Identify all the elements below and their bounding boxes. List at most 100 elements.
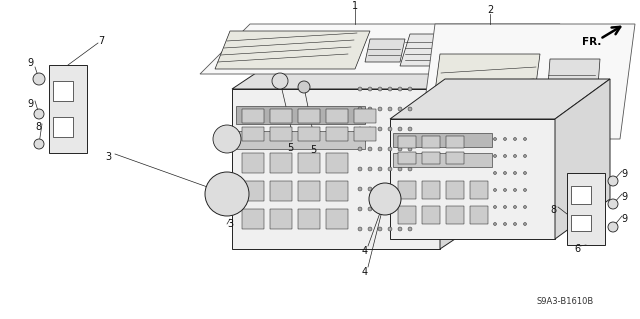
Circle shape xyxy=(368,107,372,111)
Text: 3: 3 xyxy=(105,152,111,162)
Circle shape xyxy=(524,222,527,226)
Bar xyxy=(242,181,264,201)
Bar xyxy=(53,81,73,101)
Circle shape xyxy=(504,222,506,226)
Circle shape xyxy=(608,176,618,186)
Polygon shape xyxy=(232,39,515,89)
Circle shape xyxy=(524,137,527,140)
Circle shape xyxy=(513,154,516,158)
Bar xyxy=(242,153,264,173)
Circle shape xyxy=(388,167,392,171)
Circle shape xyxy=(504,172,506,174)
Circle shape xyxy=(34,139,44,149)
Bar xyxy=(422,181,440,199)
Text: FR.: FR. xyxy=(582,37,602,47)
Bar xyxy=(326,109,348,123)
Circle shape xyxy=(388,107,392,111)
Bar xyxy=(446,152,464,164)
Bar xyxy=(242,109,264,123)
Circle shape xyxy=(504,189,506,191)
Circle shape xyxy=(493,189,497,191)
Polygon shape xyxy=(390,79,610,119)
Circle shape xyxy=(388,147,392,151)
Text: 3: 3 xyxy=(227,219,233,229)
Circle shape xyxy=(504,154,506,158)
Circle shape xyxy=(368,87,372,91)
Circle shape xyxy=(493,222,497,226)
Text: 9: 9 xyxy=(27,99,33,109)
Circle shape xyxy=(608,222,618,232)
Circle shape xyxy=(513,137,516,140)
Circle shape xyxy=(493,172,497,174)
Text: 6: 6 xyxy=(574,244,580,254)
Bar xyxy=(326,153,348,173)
Bar xyxy=(393,153,492,167)
Bar xyxy=(470,206,488,224)
Circle shape xyxy=(388,127,392,131)
Text: 2: 2 xyxy=(487,5,493,15)
Bar xyxy=(398,136,416,148)
Circle shape xyxy=(378,87,382,91)
Circle shape xyxy=(398,107,402,111)
Circle shape xyxy=(408,167,412,171)
Circle shape xyxy=(358,87,362,91)
Circle shape xyxy=(524,189,527,191)
Polygon shape xyxy=(400,34,480,66)
Circle shape xyxy=(368,207,372,211)
Circle shape xyxy=(398,87,402,91)
Bar xyxy=(422,136,440,148)
Text: 9: 9 xyxy=(621,169,627,179)
Bar xyxy=(49,65,87,153)
Circle shape xyxy=(378,127,382,131)
Circle shape xyxy=(398,227,402,231)
Text: 9: 9 xyxy=(621,214,627,224)
Bar xyxy=(393,133,492,147)
Circle shape xyxy=(398,207,402,211)
Circle shape xyxy=(378,107,382,111)
Polygon shape xyxy=(555,79,610,239)
Text: 5: 5 xyxy=(310,145,316,155)
Circle shape xyxy=(388,187,392,191)
Circle shape xyxy=(513,172,516,174)
Polygon shape xyxy=(232,89,440,249)
Bar xyxy=(398,181,416,199)
Polygon shape xyxy=(420,24,635,139)
Bar xyxy=(354,109,376,123)
Text: 8: 8 xyxy=(550,205,556,215)
Circle shape xyxy=(378,207,382,211)
Circle shape xyxy=(524,154,527,158)
Bar xyxy=(567,173,605,245)
Text: 4: 4 xyxy=(362,246,368,256)
Circle shape xyxy=(358,147,362,151)
Bar xyxy=(446,206,464,224)
Circle shape xyxy=(368,167,372,171)
Bar xyxy=(422,206,440,224)
Bar xyxy=(354,127,376,141)
Circle shape xyxy=(358,227,362,231)
Circle shape xyxy=(608,199,618,209)
Circle shape xyxy=(378,227,382,231)
Circle shape xyxy=(368,187,372,191)
Circle shape xyxy=(33,73,45,85)
Polygon shape xyxy=(430,54,540,129)
Bar xyxy=(298,109,320,123)
Bar xyxy=(270,181,292,201)
Polygon shape xyxy=(390,119,555,239)
Text: 9: 9 xyxy=(27,58,33,68)
Circle shape xyxy=(513,189,516,191)
Circle shape xyxy=(408,87,412,91)
Bar xyxy=(326,209,348,229)
Polygon shape xyxy=(440,39,515,249)
Circle shape xyxy=(388,227,392,231)
Circle shape xyxy=(513,222,516,226)
Circle shape xyxy=(378,187,382,191)
Bar xyxy=(236,131,365,149)
Bar xyxy=(270,209,292,229)
Circle shape xyxy=(493,205,497,209)
Circle shape xyxy=(524,205,527,209)
Circle shape xyxy=(298,81,310,93)
Circle shape xyxy=(358,167,362,171)
Polygon shape xyxy=(545,59,600,127)
Circle shape xyxy=(272,73,288,89)
Text: 5: 5 xyxy=(287,143,293,153)
